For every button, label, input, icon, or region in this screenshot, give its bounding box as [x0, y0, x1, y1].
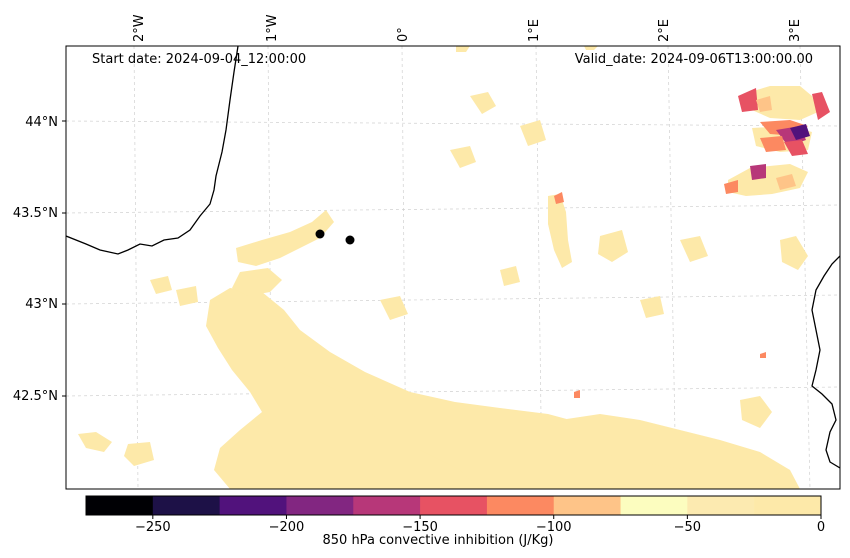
colorbar-frame [85, 495, 822, 516]
cin-patch-mid-1 [380, 296, 408, 320]
cin-strong-2 [812, 92, 830, 120]
colorbar-ticks [152, 515, 822, 519]
meridian-2w [133, 46, 139, 489]
cin-patch-mid-east [598, 230, 628, 262]
cin-patch-north-1 [470, 92, 496, 114]
colorbar-segment [754, 496, 822, 515]
lon-label-0: 0° [396, 27, 411, 42]
coastlines [66, 46, 840, 469]
valid-date-label: Valid_date: 2024-09-06T13:00:00.00 [574, 52, 813, 67]
meridian-3e [799, 46, 811, 489]
colorbar-tick-label: 0 [816, 520, 826, 535]
colorbar-segment [152, 496, 221, 515]
colorbar-segment [420, 496, 488, 515]
colorbar-segment [620, 496, 688, 515]
colorbar-segment [353, 496, 421, 515]
cin-patch-southwest [78, 432, 112, 452]
colorbar [85, 495, 822, 519]
cin-strong-6 [760, 136, 786, 152]
cin-strong-10 [776, 174, 796, 190]
colorbar-segment [687, 496, 755, 515]
cin-patch-south-east-band [560, 414, 790, 480]
lon-label-2e: 2°E [657, 19, 672, 42]
lat-label-42-5n: 42.5°N [12, 389, 58, 404]
map-frame [65, 45, 841, 490]
cin-patch-north-2 [450, 146, 476, 168]
start-date-label: Start date: 2024-09-04_12:00:00 [92, 52, 307, 67]
graticule [66, 46, 840, 489]
cin-strong-12 [554, 192, 564, 204]
cin-strong-1 [738, 88, 758, 112]
cin-patch-top [456, 46, 470, 52]
colorbar-title: 850 hPa convective inhibition (J/Kg) [322, 533, 554, 548]
colorbar-tick-label: −50 [673, 520, 702, 535]
meridian-0 [401, 46, 407, 489]
meridian-1e [535, 46, 543, 489]
cin-patch-east-mid [548, 194, 572, 268]
coastline-mediterranean [811, 255, 840, 469]
colorbar-tick-label: −250 [134, 520, 171, 535]
cin-patch-west-1 [236, 210, 334, 266]
lat-label-43n: 43°N [25, 297, 58, 312]
cin-patch-southwest-2 [124, 442, 154, 466]
cin-patch-east-coast [780, 236, 808, 270]
cin-strong-8 [750, 164, 766, 180]
cin-patch-southeast [740, 396, 772, 428]
lon-label-1w: 1°W [265, 14, 280, 42]
marker-point-2 [345, 235, 355, 245]
cin-patch-top-2 [584, 46, 598, 50]
cin-patch-mid-east-2 [680, 236, 708, 262]
colorbar-segment [486, 496, 555, 515]
colorbar-tick-label: −150 [402, 520, 438, 535]
cin-patch-left-2 [176, 286, 198, 306]
lat-label-44n: 44°N [25, 115, 58, 130]
meridian-1w [267, 46, 273, 489]
colorbar-segment [286, 496, 354, 515]
marker-point-1 [315, 229, 325, 239]
cin-patch-north-3 [520, 120, 546, 146]
lon-label-1e: 1°E [527, 19, 542, 42]
cin-patch-central [262, 360, 480, 489]
lat-ticks [62, 120, 66, 397]
cin-patch-mid-3 [640, 296, 664, 318]
colorbar-segments [86, 496, 822, 515]
colorbar-segment [553, 496, 622, 515]
lat-label-43-5n: 43.5°N [12, 206, 58, 221]
cin-strong-13 [574, 390, 580, 398]
colorbar-segment [219, 496, 287, 515]
colorbar-segment [86, 496, 154, 515]
cin-strong-5 [790, 124, 810, 140]
meridian-2e [667, 46, 677, 489]
cin-patch-mid-2 [500, 266, 520, 286]
cin-patch-left-1 [150, 276, 172, 294]
cin-patch-west-2 [232, 268, 282, 296]
lon-label-3e: 3°E [788, 19, 803, 42]
lon-label-2w: 2°W [132, 14, 147, 42]
cin-patch-northeast [750, 86, 818, 120]
colorbar-tick-label: −200 [268, 520, 305, 535]
cin-strong-11 [756, 96, 772, 112]
coastline-bay-of-biscay [66, 46, 239, 255]
cin-field-strong [554, 88, 830, 398]
cin-strong-9 [724, 180, 738, 194]
cin-strong-14 [760, 352, 766, 358]
cin-strong-7 [784, 140, 808, 156]
colorbar-tick-label: −100 [535, 520, 572, 535]
